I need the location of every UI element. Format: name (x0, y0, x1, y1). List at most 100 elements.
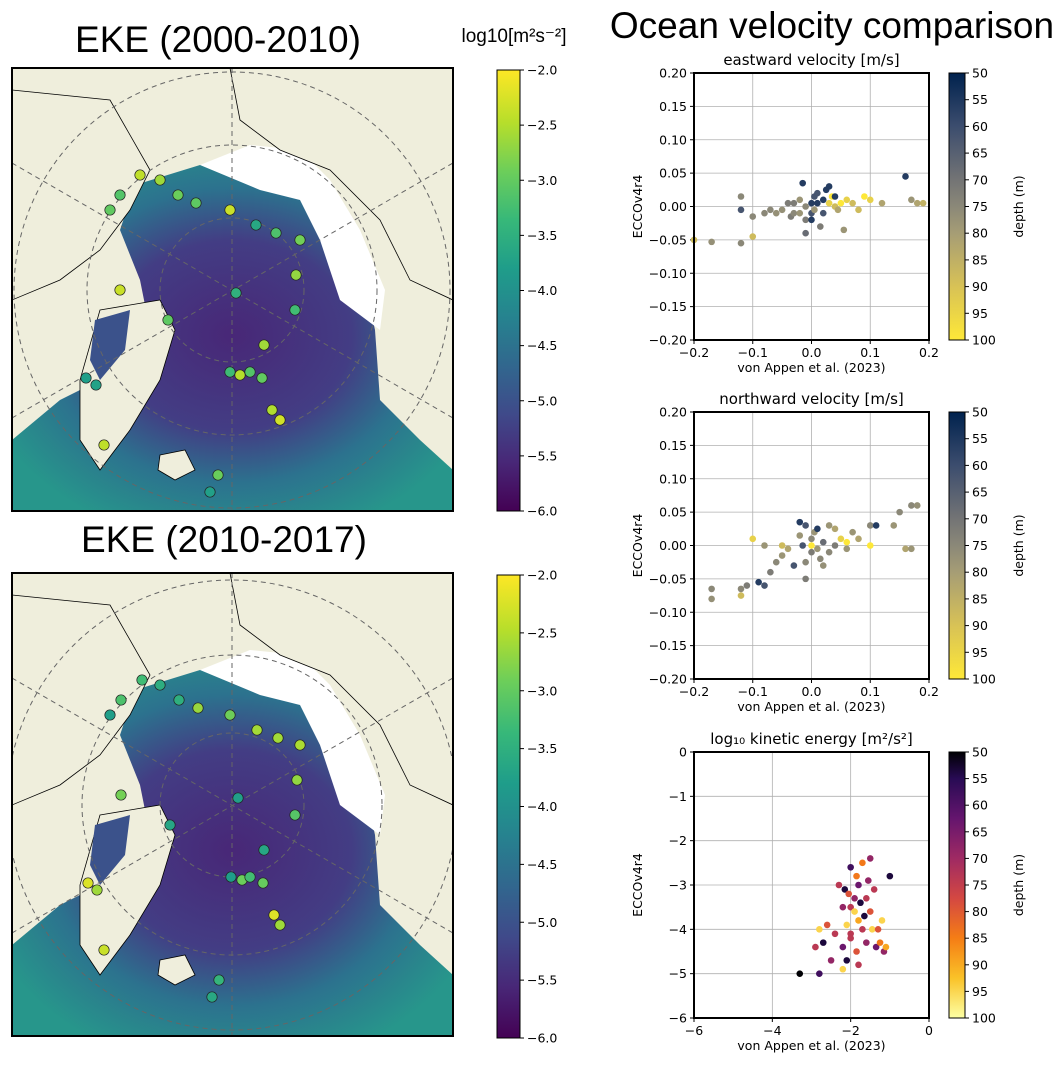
panel1-data-point (849, 199, 856, 207)
panel2-data-point (802, 558, 809, 566)
mooring-marker (114, 284, 126, 296)
panel2-data-point (808, 535, 815, 543)
panel1-data-point (790, 199, 798, 207)
panel3-x-tick-label: −2 (841, 1023, 859, 1038)
panel1-data-point (808, 216, 815, 224)
mooring-marker (294, 234, 306, 246)
eurasia-coast (229, 68, 453, 301)
map2-colorbar-tick-label: −5.5 (527, 973, 557, 988)
panel1-colorbar-tick-label: 80 (972, 226, 988, 241)
map2-title: EKE (2010-2017) (81, 519, 367, 560)
map1-colorbar-tick-label: −2.0 (527, 63, 557, 78)
panel1-data-point (708, 238, 715, 246)
panel1-data-point (737, 239, 745, 247)
mooring-marker (115, 694, 127, 706)
map2-colorbar-tick-label: −2.0 (527, 568, 557, 583)
mooring-marker (104, 709, 116, 721)
map2-frame (11, 572, 454, 1037)
panel2-colorbar-tick-label: 50 (972, 405, 988, 420)
panel1-colorbar-label: depth (m) (1011, 175, 1026, 237)
map2-colorbar-tick-label: −5.0 (527, 915, 557, 930)
panel3-data-point (868, 926, 876, 933)
panel2-data-point (908, 502, 915, 509)
panel3-data-point (816, 926, 823, 933)
panel3-data-point (878, 917, 886, 924)
panel3-data-point (839, 943, 847, 951)
mooring-marker (266, 404, 278, 416)
panel3-colorbar-tick-label: 85 (972, 931, 988, 946)
panel1-data-point (866, 196, 874, 204)
panel3-data-point (847, 934, 854, 942)
map2-colorbar-tick-label: −4.5 (527, 857, 557, 872)
panel2-data-point (808, 542, 815, 549)
mooring-marker (234, 369, 246, 381)
panel2-colorbar-tick-label: 70 (972, 511, 988, 526)
panel2-colorbar-tick-label: 85 (972, 591, 988, 606)
panel3-data-point (861, 912, 868, 920)
panel3-colorbar-tick-label: 75 (972, 878, 988, 893)
panel1-y-tick-label: 0.20 (659, 66, 687, 81)
map1-colorbar-scale (496, 69, 521, 512)
panel1-data-point (778, 206, 786, 214)
mooring-marker (98, 944, 110, 956)
panel1-data-point (861, 193, 868, 200)
panel2-data-point (761, 582, 768, 589)
panel1-data-point (784, 199, 792, 207)
mooring-marker (173, 694, 185, 706)
panel2-data-point (802, 522, 809, 529)
panel1-data-point (843, 196, 851, 204)
eurasia-coast (229, 573, 453, 806)
panel1-data-point (919, 199, 927, 207)
panel3-data-point (882, 943, 890, 951)
panel2-data-point (866, 542, 874, 549)
panel1-data-point (761, 209, 768, 217)
panel1-colorbar-tick-label: 55 (972, 92, 988, 107)
panel1-data-point (837, 199, 845, 207)
mooring-marker (244, 366, 256, 378)
panel1-y-tick-label: −0.05 (649, 232, 687, 247)
map2-colorbar-tick-label: −4.0 (527, 799, 557, 814)
panel3-data-point (874, 926, 882, 933)
mooring-marker (274, 919, 286, 931)
panel3-y-tick-label: 0 (679, 745, 687, 760)
panel1-data-point (737, 206, 745, 214)
panel3-data-point (857, 899, 864, 907)
mooring-marker (258, 844, 270, 856)
map1-colorbar-tick-label: −4.0 (527, 283, 557, 298)
panel2-colorbar-scale (948, 411, 966, 680)
panel1-data-point (825, 183, 833, 190)
mooring-marker (154, 174, 166, 186)
panel3-data-point (839, 965, 847, 973)
panel3-colorbar-tick-label: 80 (972, 904, 988, 919)
mooring-marker (270, 227, 282, 239)
panel1-data-point (878, 199, 886, 207)
mooring-marker (204, 486, 216, 498)
panel2-data-point (767, 568, 774, 576)
panel3-data-point (859, 859, 866, 867)
panel1-data-point (819, 209, 827, 217)
mooring-marker (192, 702, 204, 714)
northward-velocity-scatter: −0.2 −0.1 0.0 0.1 0.2 0.20 0.15 0.10 0.05 0.00 −0.… (630, 390, 1026, 714)
mooring-marker (134, 169, 146, 181)
panel3-data-point (872, 943, 880, 951)
panel3-x-tick-label: −4 (763, 1023, 781, 1038)
panel1-data-point (796, 196, 804, 204)
panel3-data-point (827, 957, 835, 964)
panel1-y-tick-label: 0.10 (659, 132, 687, 147)
map2-colorbar-tick-label: −6.0 (527, 1031, 557, 1046)
panel1-data-point (772, 209, 780, 217)
panel1-data-point (902, 173, 909, 180)
mooring-marker (290, 269, 302, 281)
panel3-colorbar-tick-label: 100 (972, 1011, 996, 1026)
panel2-x-tick-label: −0.1 (738, 684, 768, 699)
panel2-colorbar-tick-label: 95 (972, 645, 988, 660)
panel1-colorbar-tick-label: 50 (972, 66, 988, 81)
mooring-marker (91, 884, 103, 896)
panel2-colorbar-tick-label: 90 (972, 618, 988, 633)
panel3-data-point (866, 908, 874, 915)
kinetic-energy-scatter: −6 −4 −2 0 0 −1 −2 −3 −4 −5 −6 log₁₀ kinetic energy… (630, 730, 1026, 1053)
panel2-colorbar-tick-label: 100 (972, 672, 996, 687)
panel2-data-point (737, 585, 745, 593)
mooring-marker (136, 674, 148, 686)
